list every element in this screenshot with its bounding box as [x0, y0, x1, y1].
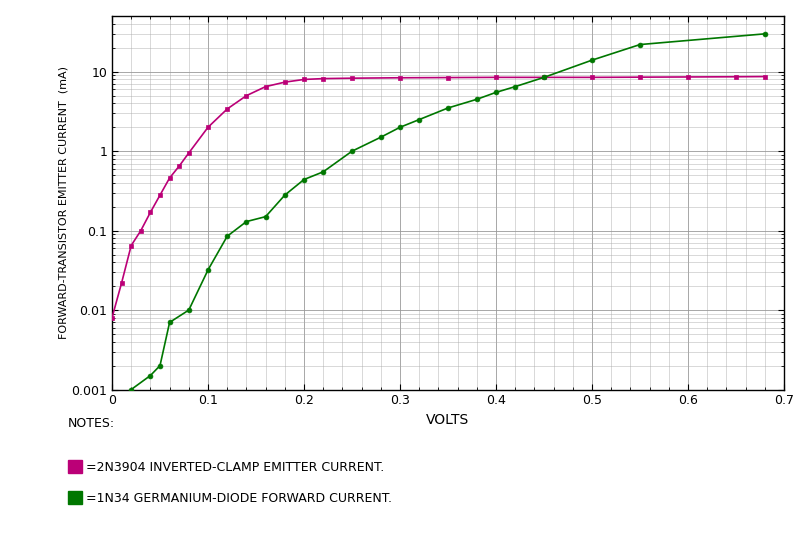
- Text: NOTES:: NOTES:: [68, 418, 115, 431]
- X-axis label: VOLTS: VOLTS: [426, 413, 470, 427]
- Text: =1N34 GERMANIUM-DIODE FORWARD CURRENT.: =1N34 GERMANIUM-DIODE FORWARD CURRENT.: [86, 492, 392, 505]
- Text: =2N3904 INVERTED-CLAMP EMITTER CURRENT.: =2N3904 INVERTED-CLAMP EMITTER CURRENT.: [86, 461, 385, 474]
- Y-axis label: FORWARD-TRANSISTOR EMITTER CURRENT  (mA): FORWARD-TRANSISTOR EMITTER CURRENT (mA): [58, 67, 69, 339]
